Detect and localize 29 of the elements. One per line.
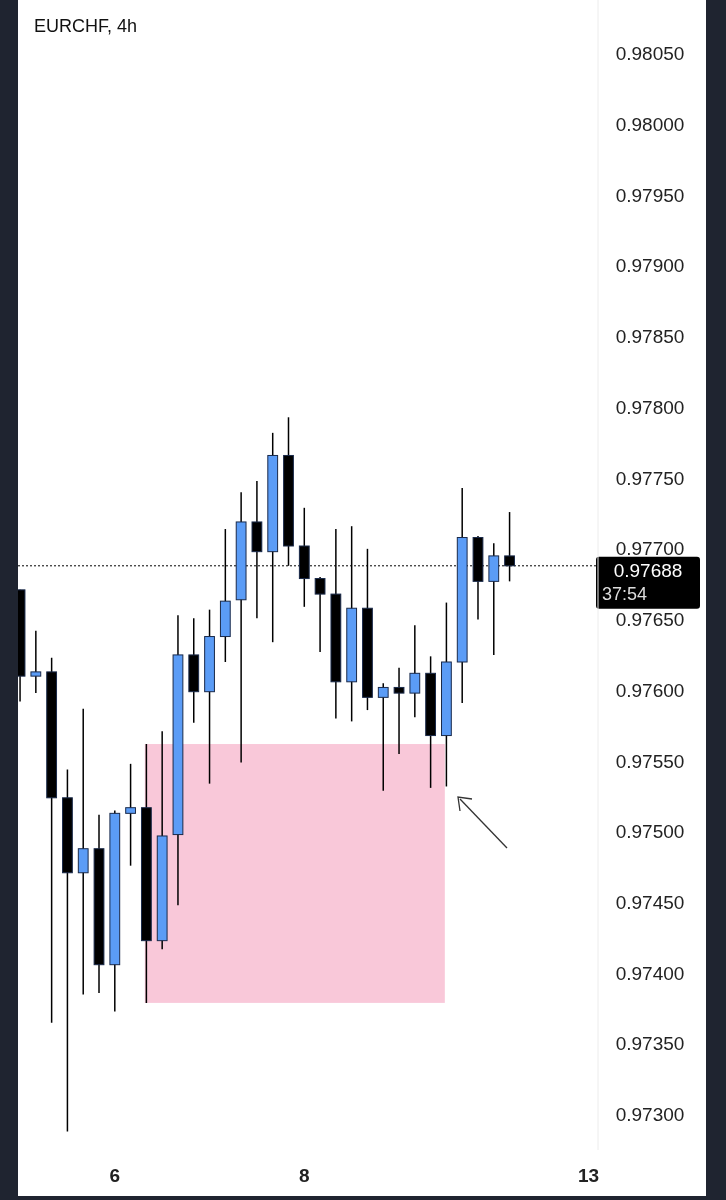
x-tick-label: 13 [577, 1164, 600, 1186]
y-tick-label: 0.97400 [615, 962, 685, 984]
candlestick [377, 682, 389, 792]
y-tick-label: 0.97350 [615, 1033, 685, 1055]
text: EURCHF, 4h [34, 16, 138, 36]
candlestick [125, 763, 136, 867]
candlestick [314, 576, 326, 653]
candlestick [77, 707, 89, 996]
y-tick-label: 0.97850 [615, 326, 685, 348]
x-tick-label: 6 [109, 1164, 121, 1186]
y-tick-label: 0.97650 [615, 609, 685, 631]
x-tick-label: 8 [299, 1164, 310, 1186]
y-tick-label: 0.98000 [615, 113, 685, 135]
y-tick-label: 0.97300 [615, 1104, 685, 1126]
y-tick-label: 0.97450 [615, 891, 685, 913]
y-tick-label: 0.97600 [615, 679, 685, 701]
y-tick-label: 0.98050 [615, 43, 685, 65]
ref-line-label: 0.97688 [613, 560, 683, 582]
candlestick [30, 630, 42, 694]
candlestick [409, 624, 421, 718]
text: 37:54 [602, 583, 648, 604]
candlestick [393, 666, 405, 755]
y-tick-label: 0.97500 [615, 821, 685, 843]
y-tick-label: 0.97950 [615, 184, 685, 206]
y-tick-label: 0.97700 [615, 538, 685, 560]
y-tick-label: 0.97750 [615, 467, 685, 489]
y-tick-label: 0.97550 [615, 750, 685, 772]
y-tick-label: 0.97900 [615, 255, 685, 277]
y-tick-label: 0.97800 [615, 396, 685, 418]
